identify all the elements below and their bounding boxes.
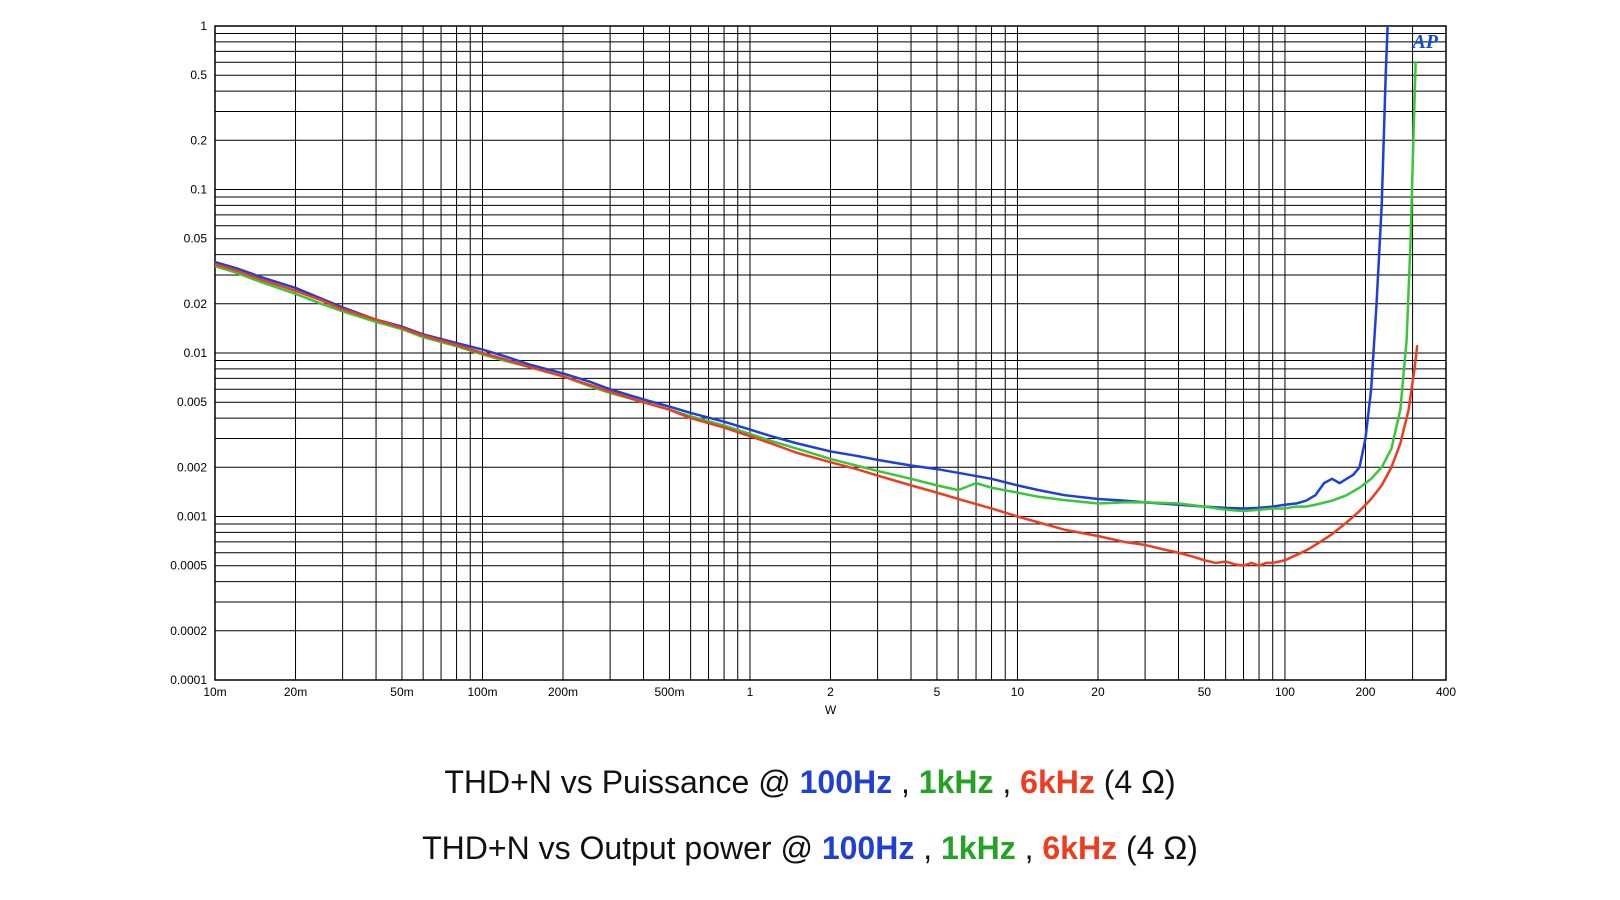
y-tick-label: 0.0005 [170,559,207,573]
caption-fr-sep1: , [901,764,919,800]
y-tick-label: 0.0001 [170,673,207,687]
ap-logo: AP [1410,31,1438,53]
caption-en-freq3: 6kHz [1042,830,1117,866]
y-tick-label: 1 [200,19,207,33]
x-tick-label: 500m [654,685,684,699]
x-tick-label: 200 [1355,685,1375,699]
x-tick-label: 100m [467,685,497,699]
caption-area: THD+N vs Puissance @ 100Hz , 1kHz , 6kHz… [0,758,1620,872]
y-tick-label: 0.005 [177,395,207,409]
x-axis-label: W [825,703,837,717]
caption-fr-freq1: 100Hz [800,764,893,800]
y-tick-label: 0.002 [177,460,207,474]
y-tick-label: 0.1 [190,183,207,197]
caption-fr-freq3: 6kHz [1020,764,1095,800]
caption-fr: THD+N vs Puissance @ 100Hz , 1kHz , 6kHz… [0,758,1620,806]
caption-fr-suffix: (4 Ω) [1104,764,1176,800]
x-tick-label: 20 [1091,685,1105,699]
y-tick-label: 0.001 [177,510,207,524]
x-tick-label: 400 [1436,685,1456,699]
x-tick-label: 50 [1198,685,1212,699]
y-tick-label: 0.05 [184,232,208,246]
caption-en-suffix: (4 Ω) [1126,830,1198,866]
x-tick-label: 10m [203,685,226,699]
caption-fr-prefix: THD+N vs Puissance @ [444,764,799,800]
thd-chart: 10m 20m 50m 100m 200m 500m 1 2 5 10 20 50 100 200 400 0… [0,0,1620,740]
caption-en-prefix: THD+N vs Output power @ [422,830,822,866]
caption-en-sep1: , [923,830,941,866]
x-tick-label: 100 [1275,685,1295,699]
caption-en-freq1: 100Hz [822,830,915,866]
caption-en: THD+N vs Output power @ 100Hz , 1kHz , 6… [0,824,1620,872]
x-tick-label: 200m [548,685,578,699]
x-tick-label: 2 [827,685,834,699]
x-tick-label: 5 [934,685,941,699]
caption-en-sep2: , [1025,830,1043,866]
caption-en-freq2: 1kHz [941,830,1016,866]
y-tick-label: 0.2 [190,133,207,147]
x-tick-label: 50m [390,685,413,699]
caption-fr-sep2: , [1002,764,1020,800]
x-tick-label: 10 [1011,685,1025,699]
y-tick-label: 0.5 [190,68,207,82]
x-tick-label: 20m [284,685,307,699]
y-tick-label: 0.01 [184,346,208,360]
x-tick-label: 1 [747,685,754,699]
caption-fr-freq2: 1kHz [919,764,994,800]
y-tick-label: 0.02 [184,297,208,311]
y-tick-label: 0.0002 [170,624,207,638]
